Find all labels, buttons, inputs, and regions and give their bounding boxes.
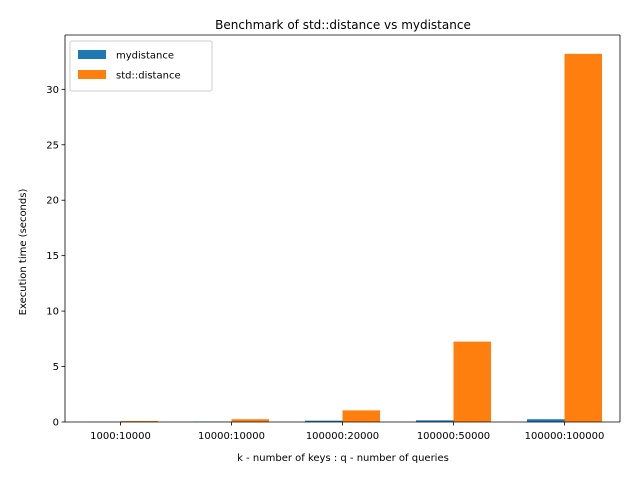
bar-std-distance-0 — [120, 421, 158, 422]
y-tick-label: 30 — [46, 85, 59, 96]
legend-entry: std::distance — [116, 71, 181, 82]
chart-title: Benchmark of std::distance vs mydistance — [215, 18, 471, 32]
bar-mydistance-2 — [305, 420, 343, 422]
x-tick-label: 10000:10000 — [198, 431, 265, 442]
x-tick-label: 100000:100000 — [525, 431, 605, 442]
x-tick-label: 100000:50000 — [417, 431, 490, 442]
x-axis-label: k - number of keys : q - number of queri… — [237, 453, 449, 464]
x-tick-label: 100000:20000 — [306, 431, 379, 442]
legend-swatch — [78, 70, 106, 79]
y-tick-label: 5 — [53, 362, 59, 373]
legend-swatch — [78, 50, 106, 59]
bar-mydistance-4 — [527, 419, 565, 422]
bar-std-distance-2 — [342, 410, 380, 422]
y-tick-label: 20 — [46, 196, 59, 207]
bar-std-distance-3 — [453, 341, 491, 422]
plot-area: 0 5 10 15 20 25 30 1000:10000 10000:10000 100000:… — [46, 34, 621, 442]
x-tick-label: 1000:10000 — [90, 431, 151, 442]
bar-std-distance-4 — [564, 53, 602, 422]
bar-mydistance-3 — [416, 420, 454, 422]
y-tick-label: 25 — [46, 140, 59, 151]
y-tick-label: 0 — [53, 418, 59, 429]
y-tick-label: 10 — [46, 307, 59, 318]
y-tick-label: 15 — [46, 251, 59, 262]
legend-entry: mydistance — [116, 51, 174, 62]
bar-std-distance-1 — [231, 419, 269, 422]
legend-box — [69, 40, 213, 92]
y-axis-label: Execution time (seconds) — [18, 189, 29, 316]
